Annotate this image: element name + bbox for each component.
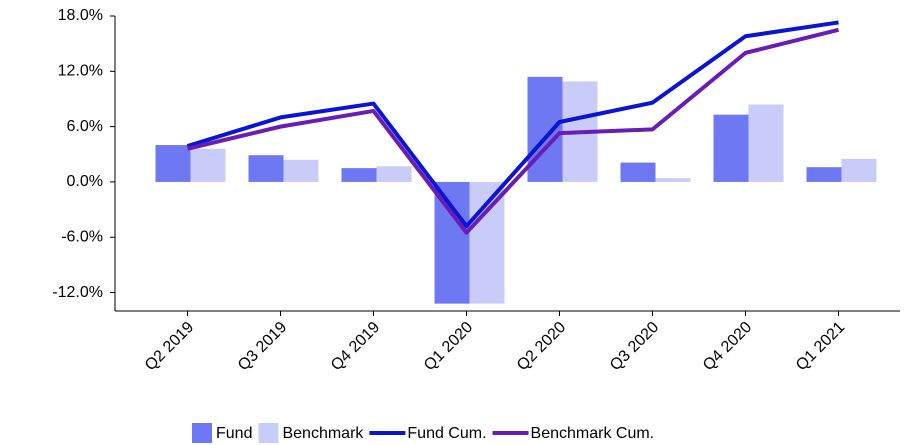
x-tick-label: Q4 2019 — [328, 319, 384, 375]
bar — [841, 158, 877, 182]
y-tick-label: 12.0% — [58, 63, 103, 80]
bar — [341, 168, 377, 182]
legend-label: Benchmark — [282, 425, 364, 442]
x-tick-label: Q1 2021 — [793, 319, 849, 375]
bar — [655, 178, 691, 182]
y-tick-label: -12.0% — [52, 284, 103, 301]
bar — [248, 155, 284, 182]
y-tick-label: 0.0% — [67, 173, 103, 190]
line — [187, 27, 839, 235]
x-tick-label: Q3 2019 — [235, 319, 291, 375]
y-tick-label: 6.0% — [67, 118, 103, 135]
x-tick-label: Q4 2020 — [700, 319, 756, 375]
bar — [748, 104, 784, 182]
bar — [283, 159, 319, 182]
legend-swatch — [192, 423, 212, 443]
bar — [155, 145, 191, 182]
x-tick-label: Q2 2020 — [514, 319, 570, 375]
y-tick-label: 18.0% — [58, 7, 103, 24]
x-tick-label: Q3 2020 — [607, 319, 663, 375]
bar — [190, 148, 226, 182]
bar — [713, 114, 749, 182]
x-tick-label: Q2 2019 — [142, 319, 198, 375]
legend-swatch — [258, 423, 279, 443]
legend-label: Fund — [216, 425, 252, 442]
bar — [620, 162, 656, 182]
y-tick-label: -6.0% — [61, 228, 103, 245]
x-tick-label: Q1 2020 — [421, 319, 477, 375]
bar — [527, 76, 563, 182]
bar — [376, 166, 412, 182]
line — [186, 20, 839, 229]
bar — [806, 167, 842, 182]
legend-label: Benchmark Cum. — [531, 425, 655, 442]
legend-label: Fund Cum. — [407, 425, 486, 442]
bar — [434, 181, 470, 304]
